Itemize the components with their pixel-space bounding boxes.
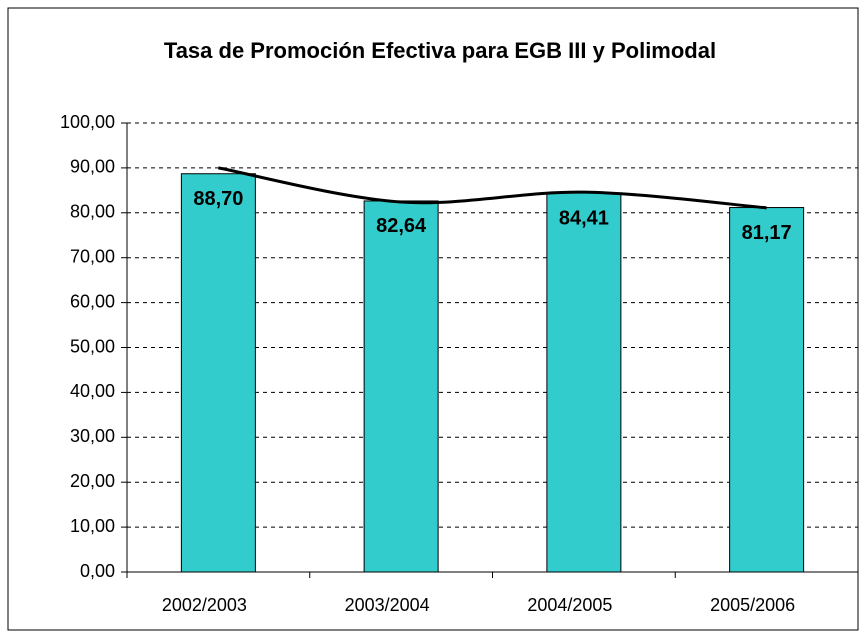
data-label: 81,17: [742, 222, 792, 244]
x-tick-label: 2002/2003: [162, 595, 247, 615]
x-tick-label: 2003/2004: [345, 595, 430, 615]
y-tick-label: 90,00: [70, 157, 115, 177]
y-tick-label: 0,00: [80, 561, 115, 581]
y-tick-label: 100,00: [60, 112, 115, 132]
x-tick-label: 2005/2006: [710, 595, 795, 615]
trendline: [218, 166, 767, 210]
bar: [180, 173, 256, 573]
chart-title: Tasa de Promoción Efectiva para EGB III …: [164, 38, 716, 63]
y-tick-label: 60,00: [70, 291, 115, 311]
bar: [546, 192, 622, 573]
x-tick-label: 2004/2005: [527, 595, 612, 615]
data-label: 84,41: [559, 207, 609, 229]
y-tick-label: 40,00: [70, 381, 115, 401]
y-tick-label: 20,00: [70, 471, 115, 491]
y-tick-label: 30,00: [70, 426, 115, 446]
bar: [363, 200, 439, 573]
y-tick-label: 80,00: [70, 202, 115, 222]
bar: [729, 207, 805, 573]
data-label: 88,70: [193, 188, 243, 210]
y-tick-label: 70,00: [70, 246, 115, 266]
y-tick-label: 10,00: [70, 516, 115, 536]
data-label: 82,64: [376, 215, 427, 237]
y-tick-label: 50,00: [70, 336, 115, 356]
